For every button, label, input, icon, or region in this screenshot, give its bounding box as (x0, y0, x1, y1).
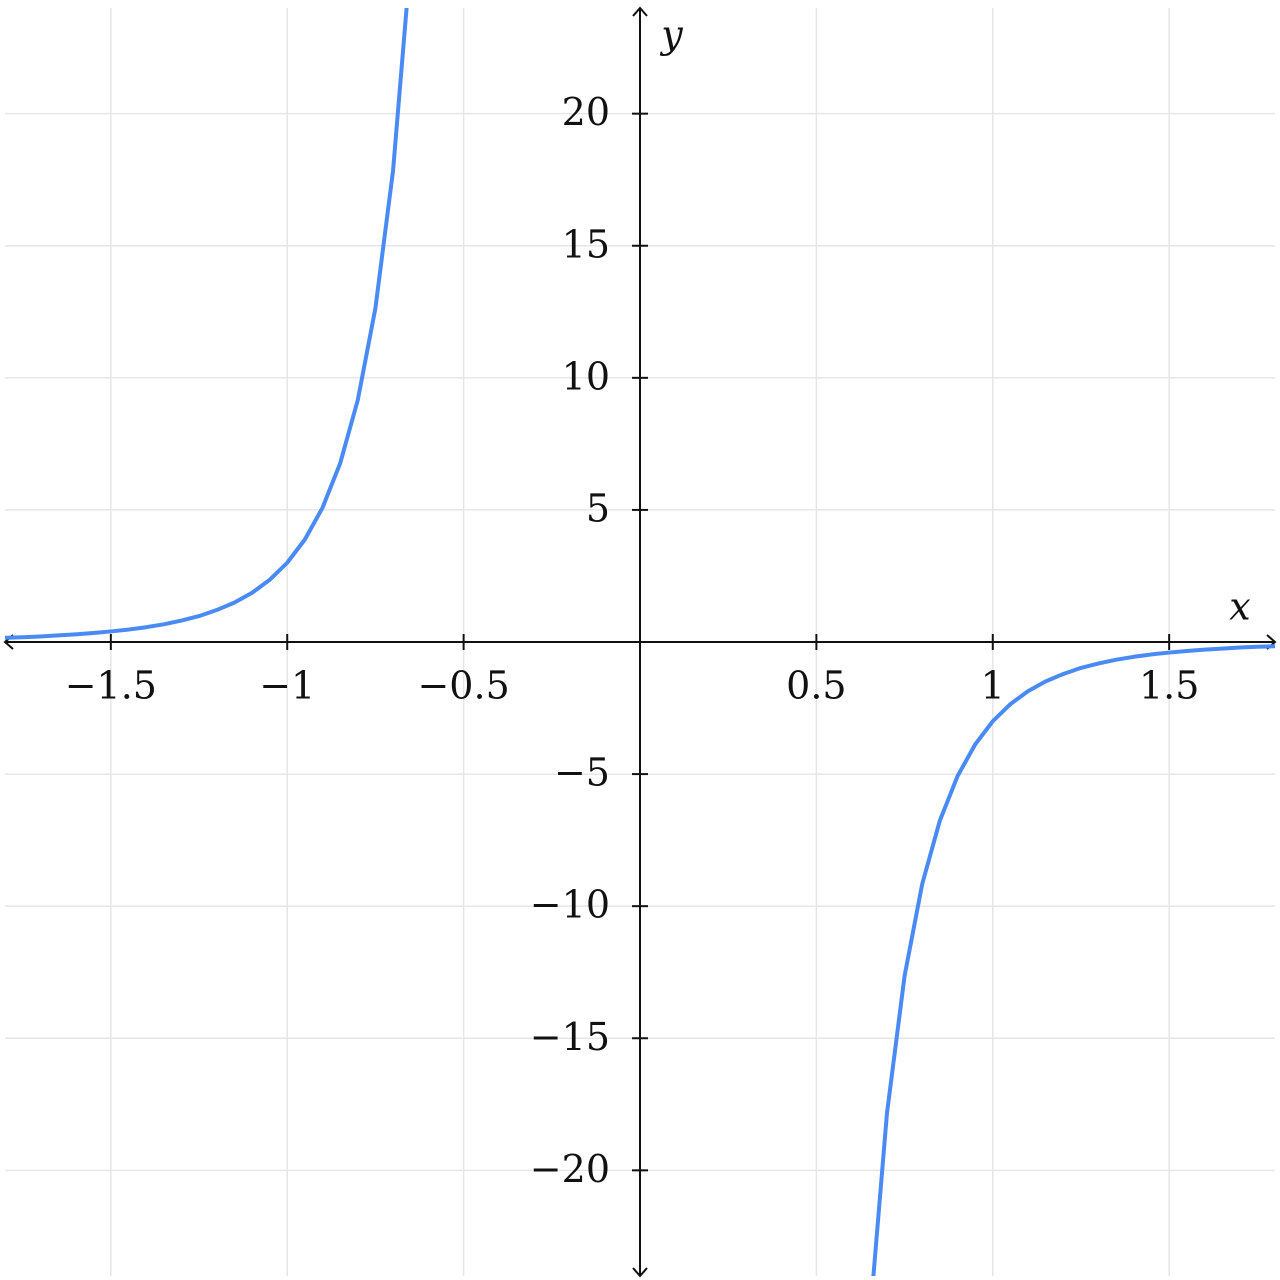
x-tick-label: −0.5 (417, 664, 509, 708)
y-tick-label: 20 (562, 90, 610, 134)
axes (3, 6, 1277, 1278)
y-tick-label: 5 (586, 486, 610, 530)
y-tick-label: −20 (530, 1147, 610, 1191)
curve (5, 8, 1275, 1276)
x-tick-label: −1 (259, 664, 315, 708)
y-axis-label: y (659, 13, 683, 57)
y-tick-label: −10 (530, 883, 610, 927)
axis-arrow (3, 6, 1277, 1278)
x-tick-label: 1.5 (1139, 664, 1199, 708)
y-tick-label: −15 (530, 1015, 610, 1059)
x-tick-label: 0.5 (786, 664, 846, 708)
y-tick-label: −5 (554, 751, 610, 795)
x-tick-label: 1 (981, 664, 1005, 708)
x-tick-label: −1.5 (65, 664, 157, 708)
x-axis-label: x (1229, 585, 1250, 629)
y-tick-label: 10 (562, 354, 610, 398)
y-tick-label: 15 (562, 222, 610, 266)
